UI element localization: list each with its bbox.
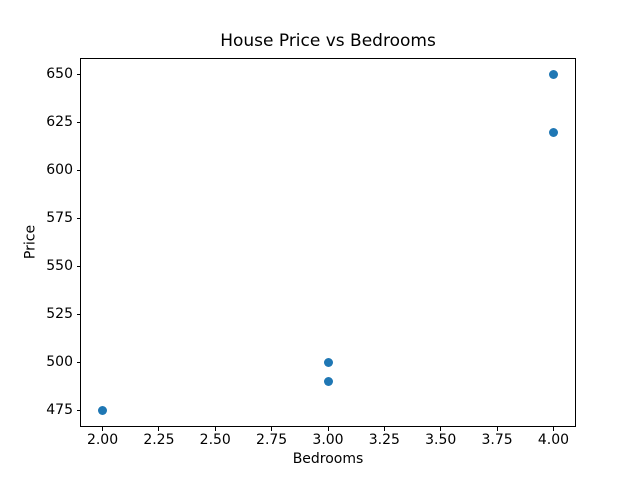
- y-tick-mark: [76, 313, 80, 315]
- y-tick-mark: [76, 361, 80, 363]
- x-tick-mark: [102, 427, 104, 431]
- x-tick-mark: [383, 427, 385, 431]
- y-tick-mark: [76, 217, 80, 219]
- y-tick-label: 625: [46, 113, 73, 130]
- data-point: [548, 69, 558, 79]
- y-tick-label: 500: [46, 353, 73, 370]
- plot-area: [80, 57, 576, 428]
- x-tick-mark: [440, 427, 442, 431]
- y-tick-mark: [76, 121, 80, 123]
- x-tick-label: 3.75: [481, 431, 513, 448]
- y-tick-mark: [76, 169, 80, 171]
- x-tick-mark: [214, 427, 216, 431]
- x-tick-mark: [552, 427, 554, 431]
- y-tick-mark: [76, 73, 80, 75]
- x-tick-label: 3.25: [368, 431, 400, 448]
- y-tick-label: 650: [46, 65, 73, 82]
- x-tick-label: 2.75: [256, 431, 288, 448]
- x-tick-label: 2.50: [199, 431, 231, 448]
- x-axis-label: Bedrooms: [292, 451, 364, 467]
- data-point: [323, 377, 333, 387]
- y-tick-mark: [76, 409, 80, 411]
- x-tick-label: 3.50: [425, 431, 457, 448]
- y-axis-label: Price: [22, 224, 39, 260]
- x-tick-label: 4.00: [537, 431, 570, 448]
- x-tick-label: 3.00: [312, 431, 344, 448]
- data-point: [98, 405, 108, 415]
- data-point: [323, 357, 333, 367]
- y-tick-label: 600: [46, 161, 73, 178]
- x-tick-label: 2.00: [86, 431, 119, 448]
- x-tick-mark: [271, 427, 273, 431]
- x-tick-label: 2.25: [143, 431, 175, 448]
- y-tick-mark: [76, 265, 80, 267]
- x-tick-mark: [496, 427, 498, 431]
- y-tick-label: 475: [46, 401, 73, 418]
- y-tick-label: 575: [46, 209, 73, 226]
- y-tick-label: 550: [46, 257, 73, 274]
- data-point: [548, 127, 558, 137]
- x-tick-mark: [327, 427, 329, 431]
- x-tick-mark: [158, 427, 160, 431]
- chart-title: House Price vs Bedrooms: [220, 31, 436, 51]
- y-tick-label: 525: [46, 305, 73, 322]
